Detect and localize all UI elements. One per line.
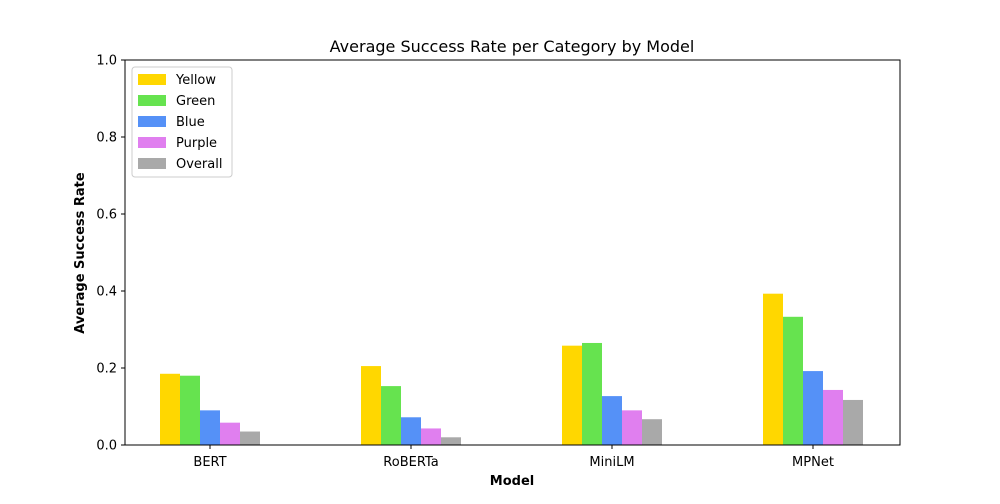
bar-purple-bert — [220, 422, 240, 445]
legend: Yellow Green Blue Purple Overall — [131, 66, 233, 178]
bar-green-roberta — [381, 386, 401, 445]
x-tick-label: MPNet — [792, 455, 834, 470]
legend-box — [131, 66, 233, 178]
legend-swatch-green — [138, 95, 166, 106]
legend-swatch-overall — [138, 158, 166, 169]
y-tick-label: 0.2 — [96, 362, 117, 377]
legend-label-yellow: Yellow — [175, 73, 216, 88]
y-tick-label: 0.6 — [96, 208, 117, 223]
plot-frame — [124, 59, 901, 446]
legend-label-green: Green — [176, 94, 215, 109]
bar-overall-mpnet — [843, 399, 863, 445]
chart-title: Average Success Rate per Category by Mod… — [330, 37, 695, 56]
legend-label-blue: Blue — [176, 115, 205, 130]
bar-yellow-minilm — [562, 345, 582, 445]
legend-label-purple: Purple — [176, 136, 217, 151]
legend-label-overall: Overall — [176, 157, 222, 172]
x-tick-label: MiniLM — [589, 455, 634, 470]
bar-green-minilm — [582, 342, 602, 445]
bar-purple-mpnet — [823, 389, 843, 445]
axes-layer: 0.0 0.2 0.4 0.6 0.8 1.0 BERT RoBERTa MiniLM MPNet — [96, 54, 901, 470]
bar-green-bert — [180, 375, 200, 445]
bar-overall-roberta — [441, 437, 461, 445]
y-tick-label: 0.0 — [96, 439, 117, 454]
bar-yellow-bert — [160, 373, 180, 445]
x-tick-label: BERT — [193, 455, 226, 470]
legend-swatch-purple — [138, 137, 166, 148]
bar-yellow-mpnet — [763, 293, 783, 445]
bar-overall-minilm — [642, 419, 662, 445]
y-tick-label: 0.8 — [96, 131, 117, 146]
legend-swatch-blue — [138, 116, 166, 127]
bar-blue-bert — [200, 410, 220, 445]
bar-purple-minilm — [622, 410, 642, 445]
legend-swatch-yellow — [138, 74, 166, 85]
bars-layer — [160, 293, 863, 445]
bar-green-mpnet — [783, 316, 803, 445]
bar-overall-bert — [240, 431, 260, 445]
y-axis-label: Average Success Rate — [73, 172, 88, 334]
bar-blue-roberta — [401, 417, 421, 445]
x-axis-label: Model — [490, 474, 534, 489]
bar-blue-minilm — [602, 396, 622, 445]
y-tick-label: 0.4 — [96, 285, 117, 300]
y-tick-label: 1.0 — [96, 54, 117, 69]
bar-blue-mpnet — [803, 371, 823, 445]
bar-purple-roberta — [421, 428, 441, 445]
x-tick-label: RoBERTa — [383, 455, 438, 470]
bar-yellow-roberta — [361, 366, 381, 445]
